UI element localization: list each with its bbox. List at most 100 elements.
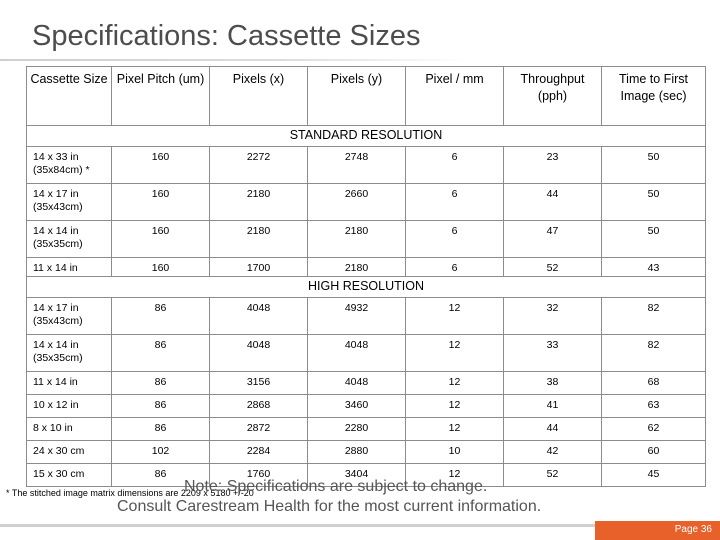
table-cell: 60 xyxy=(601,440,706,464)
table-cell: 14 x 17 in (35x43cm) xyxy=(26,297,112,335)
table-cell: 44 xyxy=(503,183,602,221)
table-cell: 12 xyxy=(405,371,504,395)
table-cell: 12 xyxy=(405,334,504,372)
section-header-standard: STANDARD RESOLUTION xyxy=(26,125,706,147)
table-row: 11 x 14 in 86 3156 4048 12 38 68 xyxy=(26,371,706,395)
table-cell: 32 xyxy=(503,297,602,335)
table-cell: 12 xyxy=(405,394,504,418)
table-cell: 14 x 14 in (35x35cm) xyxy=(26,220,112,258)
table-cell: 82 xyxy=(601,297,706,335)
table-cell: 86 xyxy=(111,463,210,487)
table-cell: 86 xyxy=(111,297,210,335)
table-cell: 4932 xyxy=(307,297,406,335)
header-pixel-pitch: Pixel Pitch (um) xyxy=(111,66,210,126)
section-label: STANDARD RESOLUTION xyxy=(26,125,706,147)
table-cell: 24 x 30 cm xyxy=(26,440,112,464)
table-cell: 2660 xyxy=(307,183,406,221)
table-row: 10 x 12 in 86 2868 3460 12 41 63 xyxy=(26,394,706,418)
header-pixels-x: Pixels (x) xyxy=(209,66,308,126)
table-cell: 2180 xyxy=(307,220,406,258)
table-cell: 47 xyxy=(503,220,602,258)
header-time-to-first-image: Time to First Image (sec) xyxy=(601,66,706,126)
table-cell: 52 xyxy=(503,257,602,277)
title-underline xyxy=(0,59,470,61)
footer-grey-rule xyxy=(0,524,595,527)
table-cell: 44 xyxy=(503,417,602,441)
table-cell: 23 xyxy=(503,146,602,184)
table-cell: 11 x 14 in xyxy=(26,371,112,395)
header-cassette-size: Cassette Size xyxy=(26,66,112,126)
table-cell: 50 xyxy=(601,146,706,184)
table-cell: 6 xyxy=(405,146,504,184)
table-cell: 4048 xyxy=(209,334,308,372)
table-cell: 6 xyxy=(405,257,504,277)
table-cell: 160 xyxy=(111,220,210,258)
header-pixel-per-mm: Pixel / mm xyxy=(405,66,504,126)
table-cell: 4048 xyxy=(307,334,406,372)
specification-note-line2: Consult Carestream Health for the most c… xyxy=(117,498,542,515)
table-cell: 86 xyxy=(111,371,210,395)
table-cell: 63 xyxy=(601,394,706,418)
table-row: 14 x 14 in (35x35cm) 86 4048 4048 12 33 … xyxy=(26,334,706,372)
section-header-high: HIGH RESOLUTION xyxy=(26,276,706,298)
table-cell: 3156 xyxy=(209,371,308,395)
table-cell: 2880 xyxy=(307,440,406,464)
table-cell: 86 xyxy=(111,394,210,418)
table-row: 14 x 14 in (35x35cm) 160 2180 2180 6 47 … xyxy=(26,220,706,258)
slide-title: Specifications: Cassette Sizes xyxy=(32,20,421,52)
page-number: Page 36 xyxy=(674,524,712,535)
table-cell: 4048 xyxy=(209,297,308,335)
table-cell: 2180 xyxy=(209,220,308,258)
table-cell: 1700 xyxy=(209,257,308,277)
table-cell: 38 xyxy=(503,371,602,395)
table-cell: 2180 xyxy=(209,183,308,221)
table-cell: 2868 xyxy=(209,394,308,418)
table-cell: 41 xyxy=(503,394,602,418)
table-row: 8 x 10 in 86 2872 2280 12 44 62 xyxy=(26,417,706,441)
table-cell: 160 xyxy=(111,257,210,277)
table-cell: 102 xyxy=(111,440,210,464)
table-header-row: Cassette Size Pixel Pitch (um) Pixels (x… xyxy=(26,66,706,126)
table-cell: 2748 xyxy=(307,146,406,184)
table-cell: 160 xyxy=(111,146,210,184)
table-cell: 82 xyxy=(601,334,706,372)
table-row: 15 x 30 cm 86 1760 3404 12 52 45 xyxy=(26,463,706,487)
section-label: HIGH RESOLUTION xyxy=(26,276,706,298)
table-cell: 45 xyxy=(601,463,706,487)
table-cell: 68 xyxy=(601,371,706,395)
table-cell: 2872 xyxy=(209,417,308,441)
table-cell: 14 x 33 in (35x84cm) * xyxy=(26,146,112,184)
table-row: 14 x 33 in (35x84cm) * 160 2272 2748 6 2… xyxy=(26,146,706,184)
table-cell: 160 xyxy=(111,183,210,221)
table-cell: 2284 xyxy=(209,440,308,464)
table-cell: 12 xyxy=(405,417,504,441)
table-row: 14 x 17 in (35x43cm) 86 4048 4932 12 32 … xyxy=(26,297,706,335)
table-cell: 2272 xyxy=(209,146,308,184)
table-row: 14 x 17 in (35x43cm) 160 2180 2660 6 44 … xyxy=(26,183,706,221)
table-cell: 12 xyxy=(405,297,504,335)
specification-note-line1: Note: Specifications are subject to chan… xyxy=(184,478,488,495)
table-cell: 43 xyxy=(601,257,706,277)
specifications-table: Cassette Size Pixel Pitch (um) Pixels (x… xyxy=(26,66,706,487)
table-cell: 50 xyxy=(601,220,706,258)
table-row: 24 x 30 cm 102 2284 2880 10 42 60 xyxy=(26,440,706,464)
table-cell: 12 xyxy=(405,463,504,487)
table-cell: 6 xyxy=(405,220,504,258)
table-cell: 11 x 14 in xyxy=(26,257,112,277)
header-throughput: Throughput (pph) xyxy=(503,66,602,126)
table-cell: 10 xyxy=(405,440,504,464)
title-area: Specifications: Cassette Sizes xyxy=(0,0,720,64)
table-cell: 50 xyxy=(601,183,706,221)
footer-orange-block xyxy=(595,521,720,540)
table-cell: 14 x 14 in (35x35cm) xyxy=(26,334,112,372)
table-cell: 2280 xyxy=(307,417,406,441)
table-cell: 2180 xyxy=(307,257,406,277)
table-cell: 8 x 10 in xyxy=(26,417,112,441)
header-pixels-y: Pixels (y) xyxy=(307,66,406,126)
table-cell: 62 xyxy=(601,417,706,441)
table-cell: 86 xyxy=(111,417,210,441)
table-cell: 33 xyxy=(503,334,602,372)
table-cell: 42 xyxy=(503,440,602,464)
table-cell: 52 xyxy=(503,463,602,487)
table-cell: 14 x 17 in (35x43cm) xyxy=(26,183,112,221)
